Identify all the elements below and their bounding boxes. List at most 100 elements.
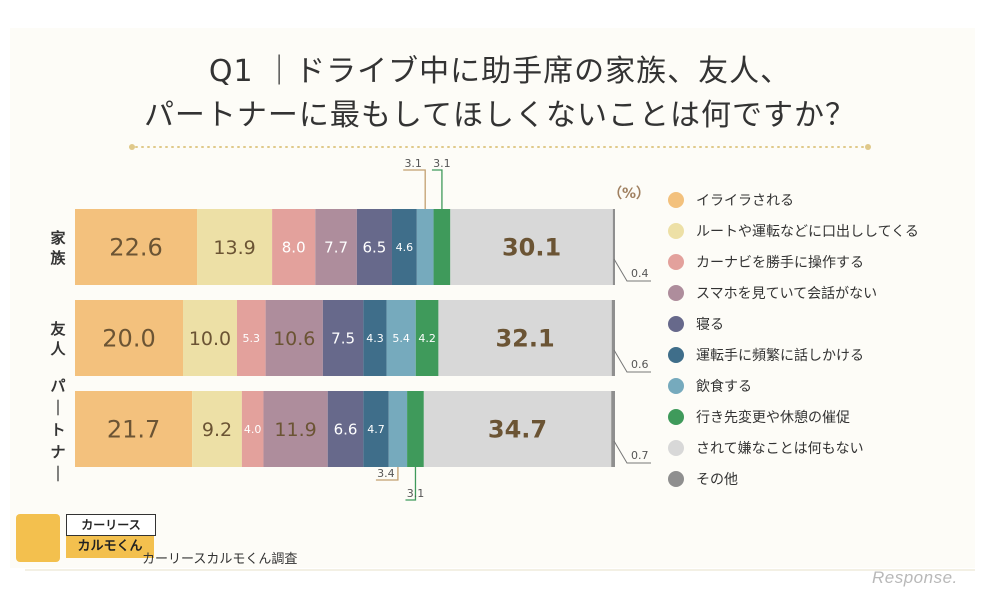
data-label: 13.9 xyxy=(213,237,255,259)
legend-label: カーナビを勝手に操作する xyxy=(696,255,864,271)
divider-left-dot xyxy=(129,144,135,150)
data-label: 7.7 xyxy=(324,238,348,256)
legend-item: ルートや運転などに口出ししてくる xyxy=(668,221,968,243)
unit-label: （%） xyxy=(608,186,650,202)
bar-segment xyxy=(423,391,612,467)
chart-panel xyxy=(10,28,975,568)
bar-segment xyxy=(433,209,451,285)
data-label: 8.0 xyxy=(282,238,306,256)
legend-label: スマホを見ていて会話がない xyxy=(696,286,878,302)
leader-line xyxy=(375,467,399,481)
legend-label: 運転手に頻繁に話しかける xyxy=(696,348,864,364)
legend-swatch xyxy=(668,440,684,456)
data-label: 11.9 xyxy=(274,419,316,441)
leader-line xyxy=(403,169,426,209)
legend-swatch xyxy=(668,192,684,208)
response-watermark: Response. xyxy=(872,568,958,587)
leader-line xyxy=(613,349,651,373)
data-label: 5.3 xyxy=(243,332,261,345)
category-label: ナ xyxy=(50,443,65,461)
category-label: ｜ xyxy=(50,465,65,483)
data-label: 0.7 xyxy=(631,449,649,462)
leader-line xyxy=(613,258,651,282)
leader-line xyxy=(405,467,417,501)
category-label: 人 xyxy=(50,340,66,358)
legend-label: その他 xyxy=(696,472,738,488)
bar-segment xyxy=(415,300,439,376)
bar-segment xyxy=(263,391,328,467)
bar-segment xyxy=(192,391,242,467)
bar-segment xyxy=(75,300,183,376)
legend-swatch xyxy=(668,471,684,487)
bar-segment xyxy=(75,391,193,467)
data-label: 3.4 xyxy=(377,467,395,480)
bar-segment xyxy=(272,209,316,285)
legend-swatch xyxy=(668,316,684,332)
legend-item: 行き先変更や休憩の催促 xyxy=(668,407,968,429)
bar-segment xyxy=(327,391,364,467)
legend-swatch xyxy=(668,347,684,363)
bar-segment xyxy=(237,300,266,376)
data-label: 4.3 xyxy=(366,332,384,345)
logo-text-top: カーリース xyxy=(66,514,156,536)
data-label: 10.6 xyxy=(273,328,315,350)
legend-swatch xyxy=(668,409,684,425)
data-label: 3.1 xyxy=(433,157,451,170)
bar-segment xyxy=(450,209,613,285)
data-label: 4.2 xyxy=(418,332,436,345)
category-label: 友 xyxy=(50,320,65,338)
data-label: 20.0 xyxy=(102,325,155,353)
legend-swatch xyxy=(668,285,684,301)
bar-segment xyxy=(611,391,615,467)
bar-segment xyxy=(183,300,237,376)
legend-item: 飲食する xyxy=(668,376,968,398)
karumo-logo: カーリース カルモくん xyxy=(16,512,156,566)
bar-segment xyxy=(322,300,364,376)
legend-label: 飲食する xyxy=(696,379,752,395)
data-label: 22.6 xyxy=(109,234,162,262)
data-label: 4.7 xyxy=(367,423,385,436)
category-label: ｜ xyxy=(50,399,65,417)
leader-line xyxy=(613,440,651,464)
legend-label: 寝る xyxy=(696,317,724,333)
data-label: 30.1 xyxy=(502,234,561,262)
data-label: 10.0 xyxy=(189,328,231,350)
category-label: パ xyxy=(50,377,65,395)
bar-segment xyxy=(363,300,387,376)
data-label: 7.5 xyxy=(331,329,355,347)
legend-label: イライラされる xyxy=(696,193,794,209)
data-label: 0.6 xyxy=(631,358,649,371)
leader-line xyxy=(431,169,443,209)
logo-mark xyxy=(16,514,60,562)
data-label: 4.6 xyxy=(396,241,414,254)
legend-item: カーナビを勝手に操作する xyxy=(668,252,968,274)
legend-item: されて嫌なことは何もない xyxy=(668,438,968,460)
data-label: 9.2 xyxy=(202,419,232,441)
legend-item: 寝る xyxy=(668,314,968,336)
legend-swatch xyxy=(668,378,684,394)
bar-segment xyxy=(75,209,198,285)
survey-credit: カーリースカルモくん調査 xyxy=(142,552,298,567)
chart-title-line1: Q1 ｜ドライブ中に助手席の家族、友人、 xyxy=(208,54,792,89)
logo-text-bottom: カルモくん xyxy=(66,536,154,558)
legend-swatch xyxy=(668,254,684,270)
data-label: 5.4 xyxy=(392,332,410,345)
data-label: 0.4 xyxy=(631,267,649,280)
data-label: 6.6 xyxy=(334,420,358,438)
category-label: 家 xyxy=(50,229,65,247)
legend-item: 運転手に頻繁に話しかける xyxy=(668,345,968,367)
divider-right-dot xyxy=(865,144,871,150)
data-label: 21.7 xyxy=(107,416,160,444)
bar-segment xyxy=(612,209,615,285)
bar-segment xyxy=(241,391,264,467)
data-label: 3.1 xyxy=(404,157,422,170)
bar-segment xyxy=(356,209,392,285)
bar-segment xyxy=(265,300,323,376)
category-label: ト xyxy=(50,421,65,439)
data-label: 4.0 xyxy=(244,423,262,436)
bar-segment xyxy=(315,209,357,285)
bar-segment xyxy=(611,300,615,376)
legend-item: スマホを見ていて会話がない xyxy=(668,283,968,305)
data-label: 34.7 xyxy=(488,416,547,444)
